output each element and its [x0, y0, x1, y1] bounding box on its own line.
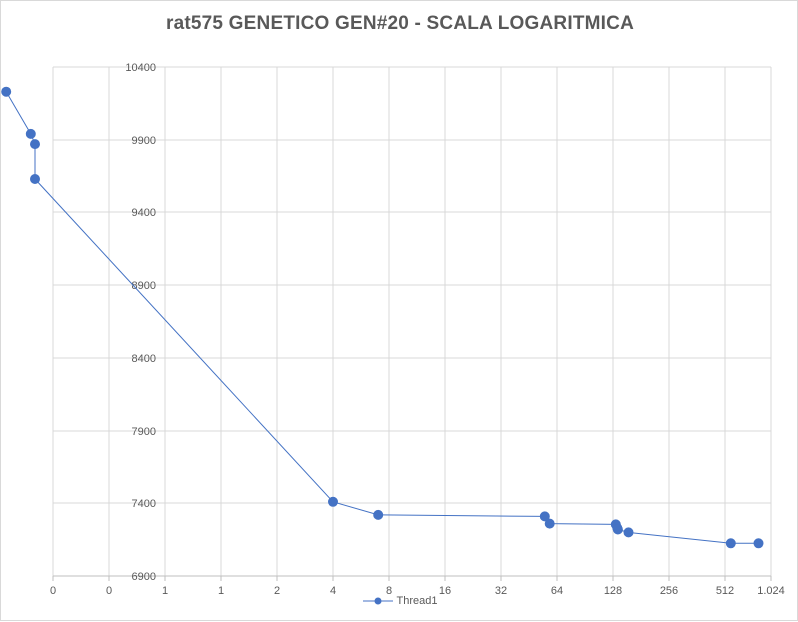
x-tick-label: 1.024	[757, 585, 785, 597]
data-point	[373, 509, 384, 520]
data-point	[1, 86, 12, 97]
y-tick-label: 6900	[132, 571, 156, 583]
y-tick-label: 8900	[132, 280, 156, 292]
x-tick-label: 4	[330, 585, 336, 597]
data-point	[30, 139, 40, 150]
x-tick-label: 0	[50, 585, 56, 597]
data-point	[328, 496, 338, 507]
x-tick-label: 16	[439, 585, 451, 597]
x-tick-label: 256	[660, 585, 678, 597]
y-tick-label: 9400	[132, 207, 156, 219]
x-tick-label: 64	[551, 585, 563, 597]
x-tick-label: 512	[716, 585, 734, 597]
series-line-thread1	[5, 91, 759, 544]
x-tick-label: 0	[106, 585, 112, 597]
x-tick-label: 1	[218, 585, 224, 597]
y-tick-label: 7400	[132, 498, 156, 510]
data-point	[25, 128, 36, 139]
data-point	[753, 538, 764, 549]
y-tick-label: 9900	[132, 135, 156, 147]
y-tick-label: 7900	[132, 426, 156, 438]
legend-item-thread1: Thread1	[362, 595, 438, 607]
data-point	[623, 527, 634, 538]
x-tick-label: 2	[274, 585, 280, 597]
legend-marker	[362, 597, 393, 605]
y-tick-label: 8400	[132, 353, 156, 365]
data-point	[539, 511, 550, 522]
data-point	[544, 518, 555, 529]
x-tick-label: 1	[162, 585, 168, 597]
legend-label: Thread1	[396, 595, 438, 607]
data-point	[612, 524, 623, 535]
data-point	[30, 174, 40, 184]
legend: Thread1	[1, 595, 798, 607]
x-tick-label: 128	[604, 585, 622, 597]
x-tick-label: 32	[495, 585, 507, 597]
x-tick-label: 8	[386, 585, 392, 597]
data-point	[725, 538, 736, 549]
chart-title: rat575 GENETICO GEN#20 - SCALA LOGARITMI…	[166, 13, 634, 34]
y-tick-label: 10400	[125, 62, 156, 74]
